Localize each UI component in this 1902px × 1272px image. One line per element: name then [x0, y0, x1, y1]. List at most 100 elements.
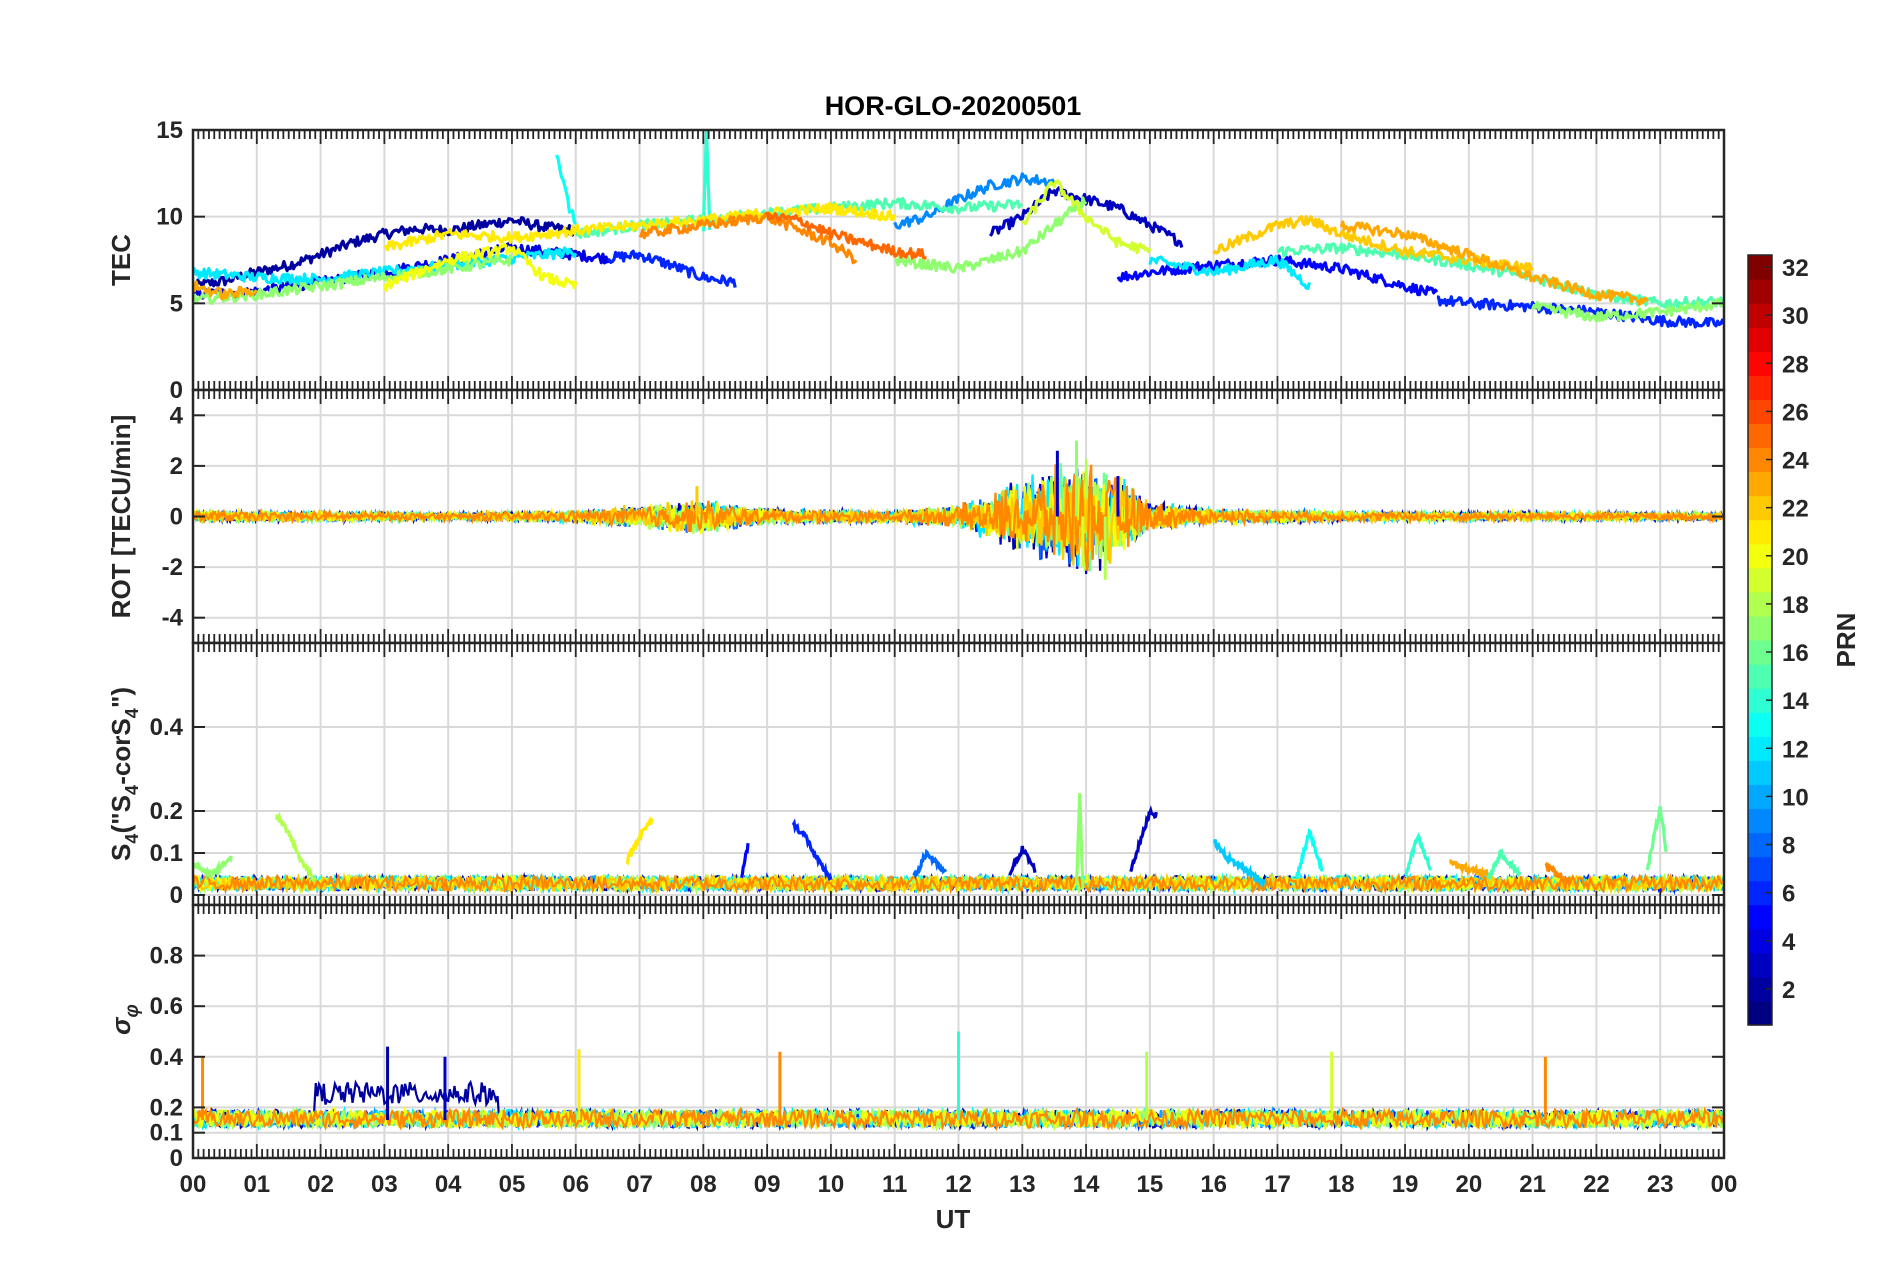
- colorbar-tick-label: 22: [1782, 496, 1809, 523]
- minor-ticks: [192, 130, 1725, 390]
- x-axis-label: UT: [936, 1204, 971, 1234]
- x-tick-label: 16: [1200, 1171, 1227, 1198]
- x-tick-label: 04: [435, 1171, 462, 1198]
- tec-series-prn-23: [1339, 220, 1649, 306]
- s4-burst-prn-5: [740, 843, 750, 879]
- colorbar-tick-label: 4: [1782, 929, 1796, 956]
- x-tick-label: 13: [1009, 1171, 1036, 1198]
- x-tick-label: 01: [243, 1171, 270, 1198]
- y-tick-label: 0: [170, 504, 183, 531]
- s4-burst-prn-21: [625, 816, 654, 866]
- colorbar-swatch: [1748, 856, 1772, 882]
- x-tick-label: 00: [180, 1171, 207, 1198]
- s4-burst-prn-8: [912, 848, 948, 880]
- x-tick-label: 20: [1455, 1171, 1482, 1198]
- colorbar-swatch: [1748, 664, 1772, 689]
- s4-burst-prn-24: [1544, 861, 1573, 890]
- x-tick-label: 10: [818, 1171, 845, 1198]
- s4-burst-prn-18: [274, 811, 316, 884]
- x-tick-label: 15: [1137, 1171, 1164, 1198]
- tec-series-prn-13: [555, 154, 578, 225]
- tec-series-prn-17: [1531, 297, 1724, 323]
- data-layer: [193, 130, 1724, 329]
- y-tick-label: 0.2: [150, 1094, 183, 1121]
- colorbar-swatch: [1748, 471, 1772, 497]
- colorbar-tick-label: 2: [1782, 977, 1795, 1004]
- panel-s4: 0 0.1 0.2 0.4 S4 ("S4 -corS4 "): [106, 641, 1726, 909]
- colorbar-swatch: [1748, 904, 1772, 930]
- tec-series-prn-3: [989, 186, 1184, 248]
- y-tick-label: 5: [170, 290, 183, 317]
- colorbar-swatch: [1748, 567, 1772, 593]
- x-tick-label: 08: [690, 1171, 717, 1198]
- s4-burst-prn-3: [1008, 845, 1037, 876]
- y-axis-label-s4: S4 ("S4 -corS4 "): [106, 687, 142, 861]
- s4-baseline-prn-24: [193, 872, 1724, 895]
- tec-series-prn-19: [1020, 179, 1152, 255]
- s4-burst-prn-15: [1486, 849, 1522, 881]
- colorbar-tick-label: 14: [1782, 688, 1809, 715]
- y-tick-label: 0: [170, 1145, 183, 1172]
- tec-series-prn-12: [193, 246, 578, 286]
- x-axis: 00 01 02 03 04 05 06 07 08 09 10 11 12 13 14 15 16 17 18 19…: [180, 1171, 1738, 1198]
- y-axis-label-sigma: σφ: [106, 1004, 143, 1035]
- s4-burst-prn-16: [1645, 805, 1668, 871]
- s4-burst-prn-23: [1448, 858, 1490, 881]
- colorbar-swatch: [1748, 1000, 1772, 1026]
- tec-series-prn-24: [638, 211, 858, 265]
- colorbar-tick-label: 20: [1782, 544, 1809, 571]
- colorbar-tick-label: 32: [1782, 255, 1809, 282]
- y-tick-label: 4: [170, 402, 184, 429]
- colorbar-swatch: [1748, 519, 1772, 545]
- x-tick-label: 09: [754, 1171, 781, 1198]
- x-tick-label: 00: [1711, 1171, 1738, 1198]
- x-tick-label: 14: [1073, 1171, 1100, 1198]
- rot-series-prn-22: [193, 475, 1724, 566]
- s4-burst-prn-17: [193, 855, 233, 882]
- x-tick-label: 03: [371, 1171, 398, 1198]
- tec-series-prn-17: [894, 196, 1088, 274]
- colorbar-frame: [1747, 254, 1773, 1026]
- x-tick-label: 12: [945, 1171, 972, 1198]
- s4-burst-prn-11: [1212, 839, 1267, 890]
- x-tick-label: 17: [1264, 1171, 1291, 1198]
- y-tick-label: 0.4: [150, 714, 184, 741]
- colorbar-swatch: [1748, 375, 1772, 400]
- y-tick-label: 10: [156, 204, 183, 231]
- x-tick-label: 07: [626, 1171, 653, 1198]
- x-tick-label: 21: [1519, 1171, 1546, 1198]
- minor-ticks: [192, 643, 1725, 905]
- tec-series-prn-12: [1148, 254, 1311, 291]
- x-tick-label: 22: [1583, 1171, 1610, 1198]
- rot-series-prn-24: [193, 464, 1724, 572]
- tec-series-prn-6: [607, 249, 737, 288]
- y-tick-label: 0.8: [150, 943, 183, 970]
- y-tick-label: 0.4: [150, 1044, 184, 1071]
- y-axis-label: ROT [TECU/min]: [106, 415, 136, 619]
- colorbar-swatch: [1748, 423, 1772, 449]
- chart-title: HOR-GLO-20200501: [825, 91, 1082, 121]
- colorbar-tick-label: 26: [1782, 399, 1809, 426]
- tec-series-prn-22: [1212, 215, 1534, 274]
- x-tick-label: 02: [307, 1171, 334, 1198]
- x-tick-label: 18: [1328, 1171, 1355, 1198]
- minor-ticks: [192, 390, 1725, 643]
- colorbar-swatch: [1748, 808, 1772, 834]
- y-tick-label: 2: [170, 453, 183, 480]
- data-layer: [193, 440, 1724, 580]
- s4-burst-prn-13: [1295, 828, 1324, 880]
- colorbar-tick-label: 16: [1782, 640, 1809, 667]
- colorbar-swatch: [1748, 327, 1772, 352]
- y-tick-label: -2: [162, 554, 183, 581]
- y-tick-label: 0.6: [150, 993, 183, 1020]
- colorbar-swatch: [1748, 712, 1772, 737]
- colorbar-swatch: [1748, 760, 1772, 785]
- tec-series-prn-20: [382, 243, 578, 292]
- s4-burst-prn-6: [791, 818, 833, 882]
- data-layer: [193, 1031, 1724, 1132]
- colorbar-label: PRN: [1831, 613, 1861, 668]
- colorbar-tick-label: 12: [1782, 736, 1809, 763]
- y-tick-label: 0.2: [150, 798, 183, 825]
